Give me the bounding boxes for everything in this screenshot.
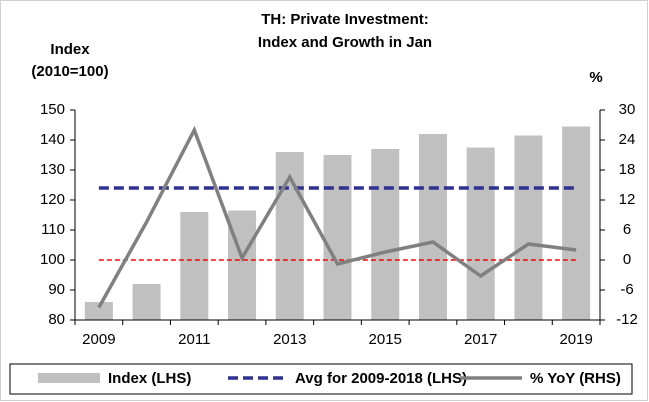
- bar: [84, 302, 113, 320]
- legend-label: Avg for 2009-2018 (LHS): [295, 370, 467, 387]
- legend-label: % YoY (RHS): [530, 370, 621, 387]
- y-tick-label: 80: [48, 311, 65, 328]
- y2-tick-label: -6: [620, 281, 633, 298]
- x-tick-label: 2019: [559, 331, 592, 348]
- chart-subtitle: Index and Growth in Jan: [258, 34, 432, 51]
- y-axis-label: Index: [50, 41, 90, 58]
- bar: [466, 147, 495, 320]
- legend-label: Index (LHS): [108, 370, 191, 387]
- y2-tick-label: 24: [619, 131, 636, 148]
- y2-tick-label: -12: [616, 311, 638, 328]
- x-tick-label: 2015: [369, 331, 402, 348]
- y-tick-label: 100: [40, 251, 65, 268]
- y2-tick-label: 0: [623, 251, 631, 268]
- x-tick-label: 2011: [178, 331, 210, 348]
- bar: [371, 149, 400, 320]
- y2-axis-label: %: [589, 69, 602, 86]
- legend-box: [9, 363, 633, 395]
- bar: [514, 135, 543, 320]
- x-tick-label: 2009: [82, 331, 115, 348]
- y-tick-label: 150: [40, 101, 65, 118]
- legend-swatch: [38, 373, 100, 383]
- y2-tick-label: 12: [619, 191, 636, 208]
- y2-tick-label: 6: [623, 221, 631, 238]
- x-tick-label: 2013: [273, 331, 306, 348]
- bar: [562, 126, 591, 320]
- yoy-line: [97, 125, 577, 309]
- x-tick-label: 2017: [464, 331, 497, 348]
- y-tick-label: 120: [40, 191, 65, 208]
- bar: [323, 155, 352, 320]
- y-tick-label: 90: [48, 281, 65, 298]
- y2-tick-label: 30: [619, 101, 636, 118]
- y-tick-label: 140: [40, 131, 65, 148]
- bar: [180, 212, 209, 320]
- bar: [418, 134, 447, 320]
- y-tick-label: 110: [41, 221, 65, 238]
- y-axis-unit: (2010=100): [31, 63, 108, 80]
- y2-tick-label: 18: [619, 161, 636, 178]
- y-tick-label: 130: [40, 161, 65, 178]
- bar: [132, 284, 161, 320]
- chart-title: TH: Private Investment:: [261, 11, 429, 28]
